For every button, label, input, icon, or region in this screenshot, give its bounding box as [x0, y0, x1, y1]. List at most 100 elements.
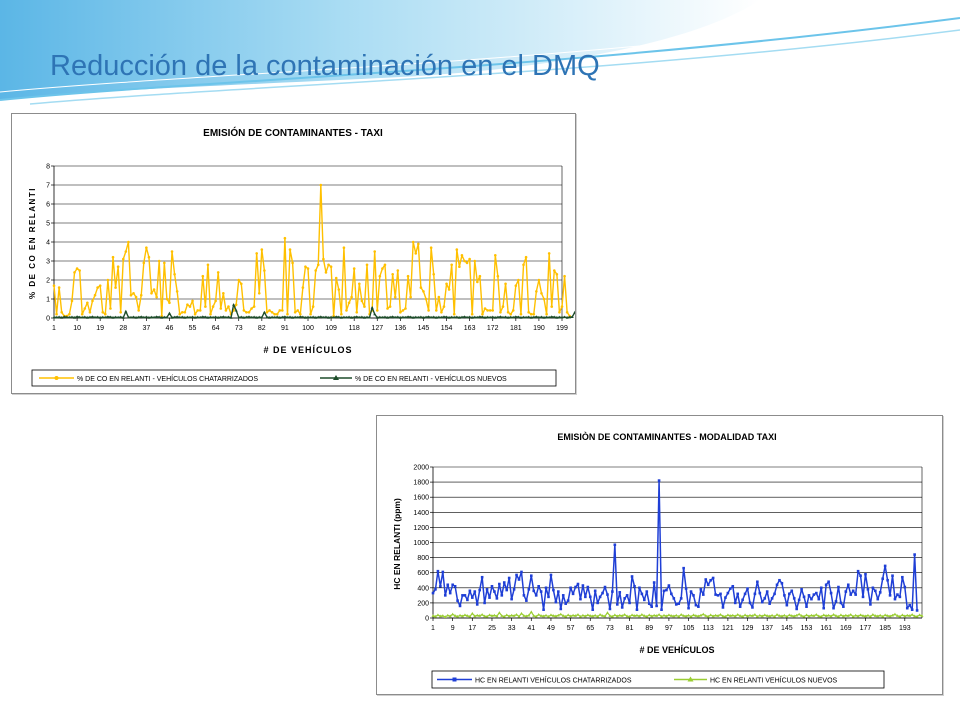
data-point: [365, 315, 369, 319]
data-point: [393, 315, 397, 319]
data-point: [568, 315, 572, 319]
data-point: [544, 613, 548, 617]
data-point: [721, 614, 725, 618]
data-point: [630, 575, 634, 578]
data-point: [299, 312, 302, 316]
data-point: [296, 315, 300, 319]
data-point: [539, 590, 543, 593]
data-point: [709, 613, 713, 617]
x-tick-label: 28: [119, 325, 127, 332]
data-point: [506, 311, 510, 314]
data-point: [642, 614, 646, 617]
data-point: [731, 584, 735, 588]
x-tick-label: 89: [645, 625, 653, 632]
data-point: [165, 297, 169, 301]
data-point: [281, 309, 284, 312]
data-point: [716, 614, 720, 617]
data-point: [888, 614, 892, 618]
data-point: [689, 614, 693, 618]
data-point: [209, 312, 212, 316]
data-point: [542, 297, 546, 301]
data-point: [525, 599, 528, 602]
data-point: [524, 315, 528, 319]
x-tick-label: 10: [73, 325, 81, 332]
data-point: [783, 594, 786, 597]
data-point: [104, 312, 107, 316]
data-point: [319, 315, 323, 318]
data-point: [446, 583, 450, 587]
data-point: [576, 582, 580, 586]
data-point: [497, 611, 501, 614]
data-point: [898, 614, 902, 618]
data-point: [495, 597, 499, 600]
data-point: [524, 255, 528, 259]
data-point: [255, 316, 259, 319]
data-point: [770, 613, 774, 617]
data-point: [478, 315, 482, 318]
data-point: [888, 594, 892, 597]
data-point: [283, 315, 287, 318]
data-point: [380, 315, 384, 319]
data-point: [451, 583, 454, 587]
data-point: [837, 585, 840, 589]
data-point: [365, 263, 369, 267]
x-tick-label: 161: [820, 625, 832, 632]
data-point: [687, 613, 691, 617]
data-point: [468, 614, 472, 618]
data-point: [214, 315, 218, 319]
data-point: [93, 293, 97, 297]
data-point: [650, 605, 653, 608]
data-point: [475, 603, 479, 606]
data-point: [500, 594, 504, 597]
data-point: [108, 315, 112, 319]
data-point: [689, 590, 693, 593]
y-tick-label: 8: [46, 164, 50, 171]
data-point: [232, 303, 236, 306]
data-point: [245, 311, 248, 314]
data-point: [696, 614, 700, 618]
data-point: [522, 315, 526, 319]
data-point: [863, 614, 867, 618]
data-point: [350, 295, 353, 299]
x-tick-label: 105: [683, 625, 695, 632]
data-point: [778, 578, 781, 582]
data-point: [657, 613, 661, 616]
data-point: [114, 286, 117, 289]
data-point: [437, 295, 441, 299]
legend-label-0: % DE CO EN RELANTI - VEHÍCULOS CHATARRIZ…: [77, 374, 258, 383]
data-point: [915, 614, 919, 618]
data-point: [515, 573, 518, 577]
data-point: [878, 613, 882, 617]
data-point: [849, 593, 853, 596]
data-point: [550, 315, 554, 318]
data-point: [446, 613, 450, 617]
data-point: [699, 613, 703, 617]
data-point: [611, 590, 614, 593]
data-point: [785, 614, 789, 618]
data-point: [422, 290, 425, 293]
data-point: [439, 315, 443, 319]
data-point: [726, 591, 730, 595]
data-point: [450, 263, 453, 267]
data-point: [134, 295, 138, 299]
data-point: [746, 614, 750, 618]
data-point: [411, 240, 415, 244]
data-point: [129, 315, 133, 319]
data-point: [908, 614, 912, 617]
data-point: [399, 311, 402, 314]
x-tick-label: 127: [371, 325, 383, 332]
data-point: [854, 593, 857, 596]
data-point: [571, 592, 575, 596]
data-point: [563, 274, 566, 278]
data-point: [463, 315, 467, 318]
data-point: [790, 589, 794, 593]
data-point: [532, 315, 536, 319]
data-point: [456, 599, 459, 602]
data-point: [62, 315, 66, 318]
data-point: [311, 305, 315, 308]
data-point: [445, 315, 449, 319]
data-point: [758, 613, 762, 617]
data-point: [768, 602, 771, 605]
data-point: [375, 309, 379, 312]
data-point: [347, 301, 351, 305]
